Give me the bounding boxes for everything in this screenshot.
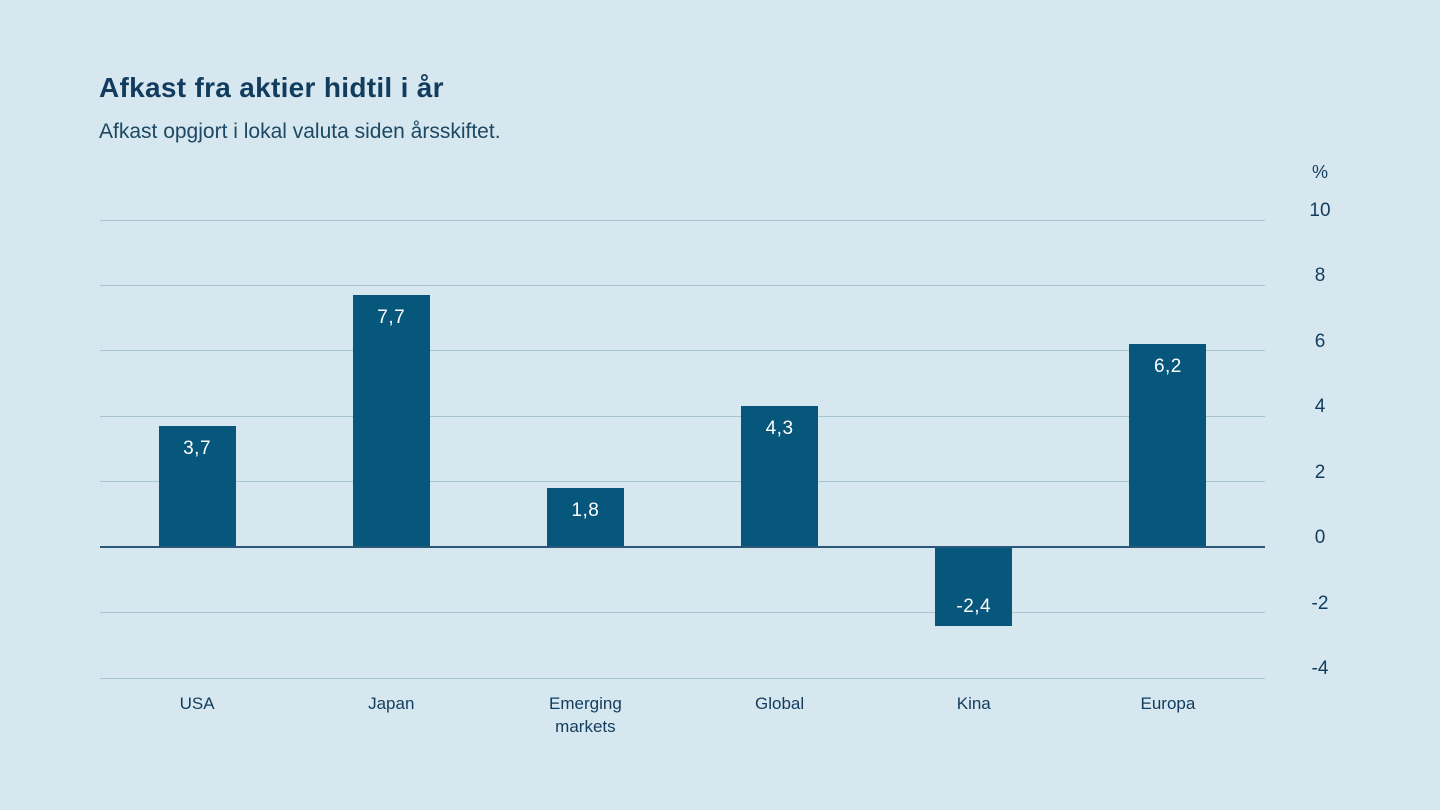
y-axis-label: 8 [1314,265,1326,287]
category-label: USA [179,694,215,713]
bar: -2,4 [935,547,1013,626]
bar: 3,7 [158,426,236,548]
bar-value-label: 3,7 [183,438,212,460]
bar: 7,7 [352,295,430,548]
bar-value-label: 6,2 [1153,356,1182,378]
page-subtitle: Afkast opgjort i lokal valuta siden årss… [99,120,501,143]
category-label: Japan [368,694,415,713]
y-axis-label: 6 [1314,330,1326,352]
gridline [100,350,1265,352]
bar-value-label: 4,3 [765,418,794,440]
zero-line [100,546,1265,549]
plot-area: 3,7 USA 7,7 Japan 1,8 Emerging markets 4,3 Glob… [100,219,1265,736]
bar-value-label: -2,4 [956,595,992,617]
gridline [100,415,1265,417]
bar-value-label: 7,7 [377,307,406,329]
bar-value-label: 1,8 [571,500,600,522]
category-label: Kina [956,694,991,713]
category-label: Global [755,694,805,713]
y-axis-label: 2 [1314,461,1326,483]
category-label: Europa [1140,694,1196,713]
y-axis: 10 8 6 4 2 0 -2 -4 [1294,200,1346,679]
gridline [100,677,1265,679]
y-axis-label: 4 [1314,396,1326,418]
y-axis-unit-label: % [1311,162,1328,182]
y-axis-label: 0 [1314,527,1326,549]
gridline [100,481,1265,483]
y-axis-label: -4 [1311,658,1329,679]
category-label: Emerging markets [549,694,622,736]
gridline [100,612,1265,614]
bar: 4,3 [741,406,819,548]
gridline [100,219,1265,221]
bar: 6,2 [1129,344,1207,548]
y-axis-label: -2 [1311,592,1329,614]
page-title: Afkast fra aktier hidtil i år [99,72,444,103]
gridline [100,284,1265,286]
y-axis-label: 10 [1309,200,1331,221]
bar: 1,8 [546,488,624,548]
